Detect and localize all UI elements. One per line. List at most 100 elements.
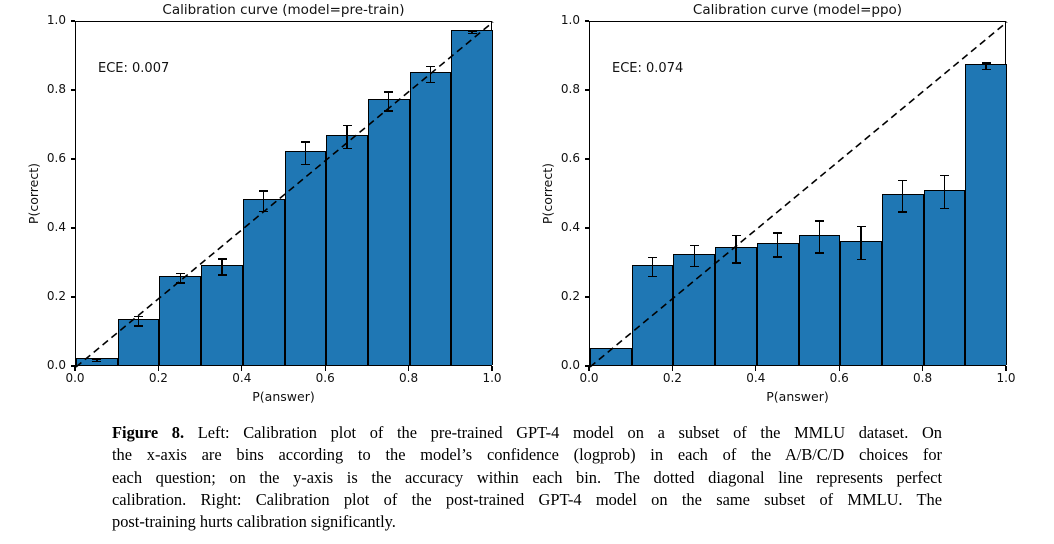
x-tick-label: 0.0 — [579, 371, 599, 385]
error-bar-cap — [731, 262, 741, 264]
x-tick-mark — [1005, 366, 1007, 371]
bar-bin-4 — [757, 242, 799, 365]
error-bar-cap — [259, 210, 269, 213]
x-tick-label: 1.0 — [996, 371, 1016, 385]
y-tick-label: 0.2 — [560, 289, 580, 303]
y-axis-label-pretrain: P(correct) — [25, 162, 41, 225]
caption-line: Figure 8. Left: Calibration plot of the … — [112, 423, 942, 442]
caption-line: post-training hurts calibration signific… — [112, 512, 396, 532]
error-bar-line — [943, 174, 946, 210]
error-bar-cap — [940, 207, 949, 210]
error-bar-line — [776, 232, 779, 258]
y-tick-mark — [70, 89, 75, 91]
bar-bin-5 — [799, 234, 840, 365]
error-bar-line — [818, 220, 821, 254]
x-tick-mark — [922, 366, 924, 371]
y-tick-label: 0.2 — [46, 289, 66, 303]
x-tick-label: 0.4 — [746, 371, 766, 385]
plot-area-ppo: ECE: 0.074 — [589, 21, 1008, 368]
error-bar-line — [221, 258, 223, 276]
y-tick-label: 1.0 — [46, 13, 66, 27]
error-bar-cap — [467, 30, 477, 32]
plot-area-pretrain: ECE: 0.007 — [75, 21, 494, 368]
figure-number: Figure 8. — [112, 423, 185, 442]
bar-bin-1 — [118, 319, 159, 365]
error-bar-cap — [773, 256, 783, 258]
bar-bin-0 — [76, 358, 118, 365]
bar-bin-3 — [201, 265, 243, 365]
ece-annotation-ppo: ECE: 0.074 — [612, 61, 684, 76]
error-bar-cap — [981, 68, 991, 71]
error-bar-cap — [856, 258, 866, 261]
bars-ppo — [590, 22, 1007, 365]
error-bars-pretrain — [76, 22, 491, 365]
y-tick-mark — [584, 296, 589, 298]
ece-annotation-pretrain: ECE: 0.007 — [98, 61, 170, 76]
x-tick-label: 1.0 — [482, 371, 502, 385]
y-tick-label: 1.0 — [560, 13, 580, 27]
error-bar-cap — [856, 225, 866, 228]
error-bar-line — [693, 244, 696, 267]
error-bar-line — [985, 62, 987, 71]
x-tick-mark — [838, 366, 840, 371]
x-tick-label: 0.2 — [662, 371, 682, 385]
error-bar-cap — [898, 179, 908, 182]
bar-bin-1 — [632, 265, 673, 365]
y-tick-mark — [584, 158, 589, 160]
bar-bin-2 — [673, 253, 715, 365]
bars-pretrain — [76, 22, 493, 365]
y-tick-mark — [584, 20, 589, 22]
x-tick-mark — [74, 366, 76, 371]
x-tick-label: 0.8 — [913, 371, 933, 385]
x-tick-mark — [491, 366, 493, 371]
y-tick-mark — [70, 227, 75, 229]
error-bar-line — [96, 358, 98, 363]
error-bar-cap — [814, 252, 824, 254]
y-tick-label: 0.8 — [46, 82, 66, 96]
error-bar-cap — [898, 211, 908, 213]
error-bar-cap — [300, 141, 310, 143]
error-bar-cap — [773, 232, 783, 234]
error-bar-cap — [731, 234, 741, 236]
x-tick-mark — [671, 366, 673, 371]
error-bar-line — [304, 141, 307, 166]
error-bar-line — [860, 225, 862, 261]
y-tick-label: 0.8 — [560, 82, 580, 96]
x-tick-label: 0.0 — [65, 371, 85, 385]
bar-bin-2 — [159, 276, 201, 365]
error-bar-cap — [217, 274, 227, 276]
error-bar-cap — [217, 258, 227, 260]
bar-bin-6 — [326, 134, 368, 365]
error-bar-cap — [940, 174, 949, 177]
error-bar-cap — [342, 147, 352, 150]
y-tick-mark — [70, 20, 75, 22]
x-tick-mark — [241, 366, 243, 371]
x-tick-label: 0.2 — [148, 371, 168, 385]
bar-bin-9 — [965, 64, 1007, 365]
error-bar-line — [901, 179, 904, 213]
y-tick-label: 0.0 — [46, 358, 66, 372]
y-tick-mark — [70, 296, 75, 298]
y-tick-label: 0.4 — [46, 220, 66, 234]
y-tick-mark — [584, 227, 589, 229]
error-bar-line — [262, 190, 265, 213]
y-tick-mark — [584, 365, 589, 367]
error-bar-cap — [426, 65, 435, 68]
error-bar-cap — [689, 244, 699, 247]
error-bar-cap — [426, 81, 435, 84]
error-bar-cap — [384, 91, 394, 93]
x-axis-label-pretrain: P(answer) — [252, 389, 315, 404]
bar-bin-7 — [368, 99, 410, 365]
error-bar-cap — [92, 358, 102, 360]
bar-bin-8 — [410, 72, 451, 365]
x-axis-label-ppo: P(answer) — [766, 389, 829, 404]
x-tick-label: 0.6 — [829, 371, 849, 385]
bar-bin-9 — [451, 30, 493, 365]
bar-bin-0 — [590, 347, 632, 365]
caption-line: each question; on the y-axis is the accu… — [112, 467, 942, 487]
x-tick-label: 0.6 — [315, 371, 335, 385]
error-bar-cap — [467, 32, 477, 35]
y-tick-label: 0.0 — [560, 358, 580, 372]
error-bar-cap — [175, 272, 185, 274]
